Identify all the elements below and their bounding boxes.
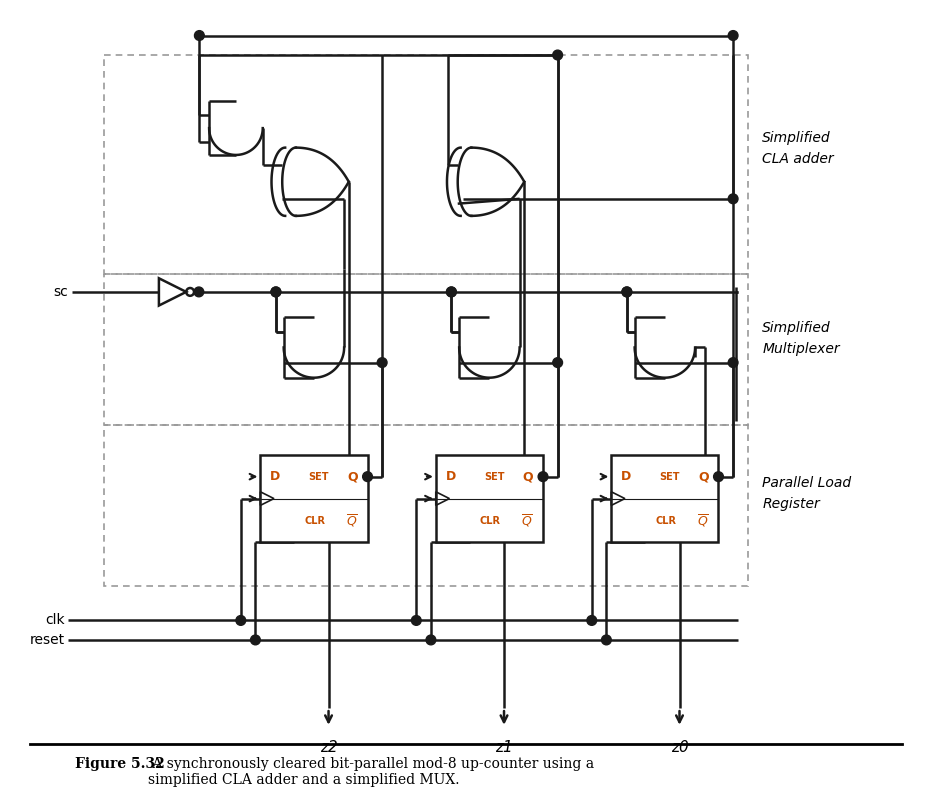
Text: Q: Q xyxy=(347,470,358,483)
Text: z0: z0 xyxy=(671,740,689,755)
Circle shape xyxy=(195,31,204,40)
Circle shape xyxy=(553,358,563,367)
Circle shape xyxy=(728,358,738,367)
Text: SET: SET xyxy=(308,472,329,482)
Circle shape xyxy=(622,287,632,297)
Text: z1: z1 xyxy=(495,740,513,755)
Text: D: D xyxy=(270,470,281,483)
FancyBboxPatch shape xyxy=(611,455,719,543)
Circle shape xyxy=(377,358,387,367)
Circle shape xyxy=(411,615,421,626)
Circle shape xyxy=(622,287,632,297)
Text: CLR: CLR xyxy=(304,516,325,526)
Text: Simplified: Simplified xyxy=(762,321,831,335)
Circle shape xyxy=(271,287,281,297)
Text: $\overline{Q}$: $\overline{Q}$ xyxy=(521,512,533,529)
Circle shape xyxy=(728,194,738,204)
Circle shape xyxy=(587,615,596,626)
Text: Multiplexer: Multiplexer xyxy=(762,342,840,356)
Text: D: D xyxy=(621,470,631,483)
Text: sc: sc xyxy=(53,285,68,299)
Circle shape xyxy=(714,472,723,482)
Text: $\overline{Q}$: $\overline{Q}$ xyxy=(346,512,358,529)
Circle shape xyxy=(251,635,260,645)
Circle shape xyxy=(728,31,738,40)
Circle shape xyxy=(601,635,611,645)
FancyBboxPatch shape xyxy=(260,455,367,543)
Text: CLA adder: CLA adder xyxy=(762,152,834,166)
Text: CLR: CLR xyxy=(480,516,500,526)
Text: Parallel Load: Parallel Load xyxy=(762,476,852,490)
Circle shape xyxy=(271,287,281,297)
Circle shape xyxy=(538,472,548,482)
Text: Simplified: Simplified xyxy=(762,131,831,145)
Text: Q: Q xyxy=(698,470,708,483)
Text: Q: Q xyxy=(523,470,533,483)
Circle shape xyxy=(363,472,373,482)
Text: CLR: CLR xyxy=(655,516,676,526)
Text: $\overline{Q}$: $\overline{Q}$ xyxy=(697,512,708,529)
Circle shape xyxy=(426,635,436,645)
Circle shape xyxy=(553,50,563,60)
FancyBboxPatch shape xyxy=(436,455,543,543)
Circle shape xyxy=(194,287,204,297)
Circle shape xyxy=(446,287,457,297)
Circle shape xyxy=(446,287,457,297)
Text: SET: SET xyxy=(484,472,504,482)
Text: clk: clk xyxy=(46,614,65,627)
Circle shape xyxy=(236,615,246,626)
Text: A synchronously cleared bit-parallel mod-8 up-counter using a
simplified CLA add: A synchronously cleared bit-parallel mod… xyxy=(148,757,595,787)
Text: Register: Register xyxy=(762,497,820,512)
Text: D: D xyxy=(445,470,456,483)
Text: z2: z2 xyxy=(320,740,337,755)
Text: reset: reset xyxy=(30,633,65,647)
Text: SET: SET xyxy=(660,472,680,482)
Text: Figure 5.32: Figure 5.32 xyxy=(75,757,165,771)
